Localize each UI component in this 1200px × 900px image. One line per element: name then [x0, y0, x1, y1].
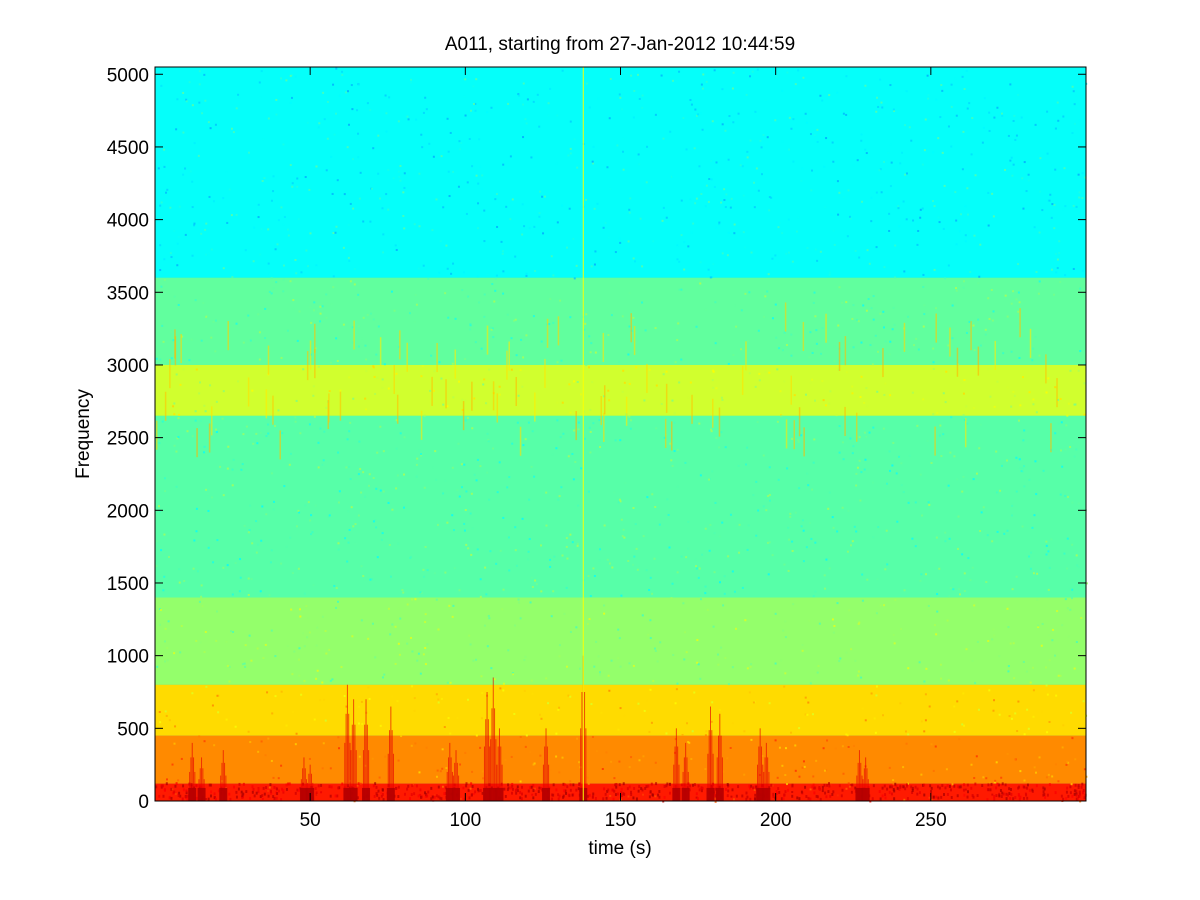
spectrogram-band-2 [155, 364, 1086, 416]
burst-base [349, 787, 358, 801]
chart-title: A011, starting from 27-Jan-2012 10:44:59 [445, 34, 795, 55]
y-tick-label: 1500 [107, 574, 149, 595]
y-tick-label: 2000 [107, 501, 149, 522]
plot-area [154, 66, 1088, 803]
x-axis-label: time (s) [588, 838, 651, 859]
burst-base [489, 787, 498, 801]
y-tick-label: 3000 [107, 356, 149, 377]
burst-base [715, 787, 724, 801]
spectrogram-band-5 [155, 684, 1086, 736]
spectrogram-band-1 [155, 277, 1086, 365]
burst-base [386, 787, 395, 801]
burst-base [362, 787, 371, 801]
y-tick-label: 5000 [107, 65, 149, 86]
burst-base [343, 787, 352, 801]
y-tick-label: 2500 [107, 429, 149, 450]
x-tick-label: 50 [300, 810, 321, 831]
burst-base [681, 787, 690, 801]
burst-base [188, 787, 197, 801]
spectrogram-band-4 [155, 597, 1086, 685]
y-tick-label: 4000 [107, 211, 149, 232]
x-tick-label: 250 [915, 810, 947, 831]
burst-base [452, 787, 461, 801]
burst-base [762, 787, 771, 801]
y-axis: 0 500 1000 1500 2000 2500 3000 3500 4000 4500 5000 [107, 65, 1086, 813]
spectrogram-noise [155, 67, 1088, 803]
burst-base [861, 787, 870, 801]
burst-base [197, 787, 206, 801]
heat-layer [155, 67, 1088, 803]
y-tick-label: 500 [117, 719, 149, 740]
y-tick-label: 1000 [107, 647, 149, 668]
x-tick-label: 200 [760, 810, 792, 831]
burst-base [219, 787, 228, 801]
x-tick-label: 150 [605, 810, 637, 831]
spectrogram-band-3 [155, 415, 1086, 598]
y-axis-label: Frequency [73, 389, 94, 479]
burst-base [495, 787, 504, 801]
harmonic-streaks [156, 302, 1058, 460]
y-tick-label: 3500 [107, 283, 149, 304]
burst-base [672, 787, 681, 801]
burst-base [706, 787, 715, 801]
burst-events [188, 655, 870, 801]
x-axis: 50 100 150 200 250 [300, 67, 947, 831]
burst-base [299, 787, 308, 801]
y-tick-label: 4500 [107, 138, 149, 159]
burst-base [445, 787, 454, 801]
spectrogram-band-6 [155, 735, 1086, 784]
burst-base [756, 787, 765, 801]
burst-base [855, 787, 864, 801]
x-tick-label: 100 [449, 810, 481, 831]
burst-base [542, 787, 551, 801]
y-tick-label: 0 [138, 792, 149, 813]
burst-base [483, 787, 492, 801]
